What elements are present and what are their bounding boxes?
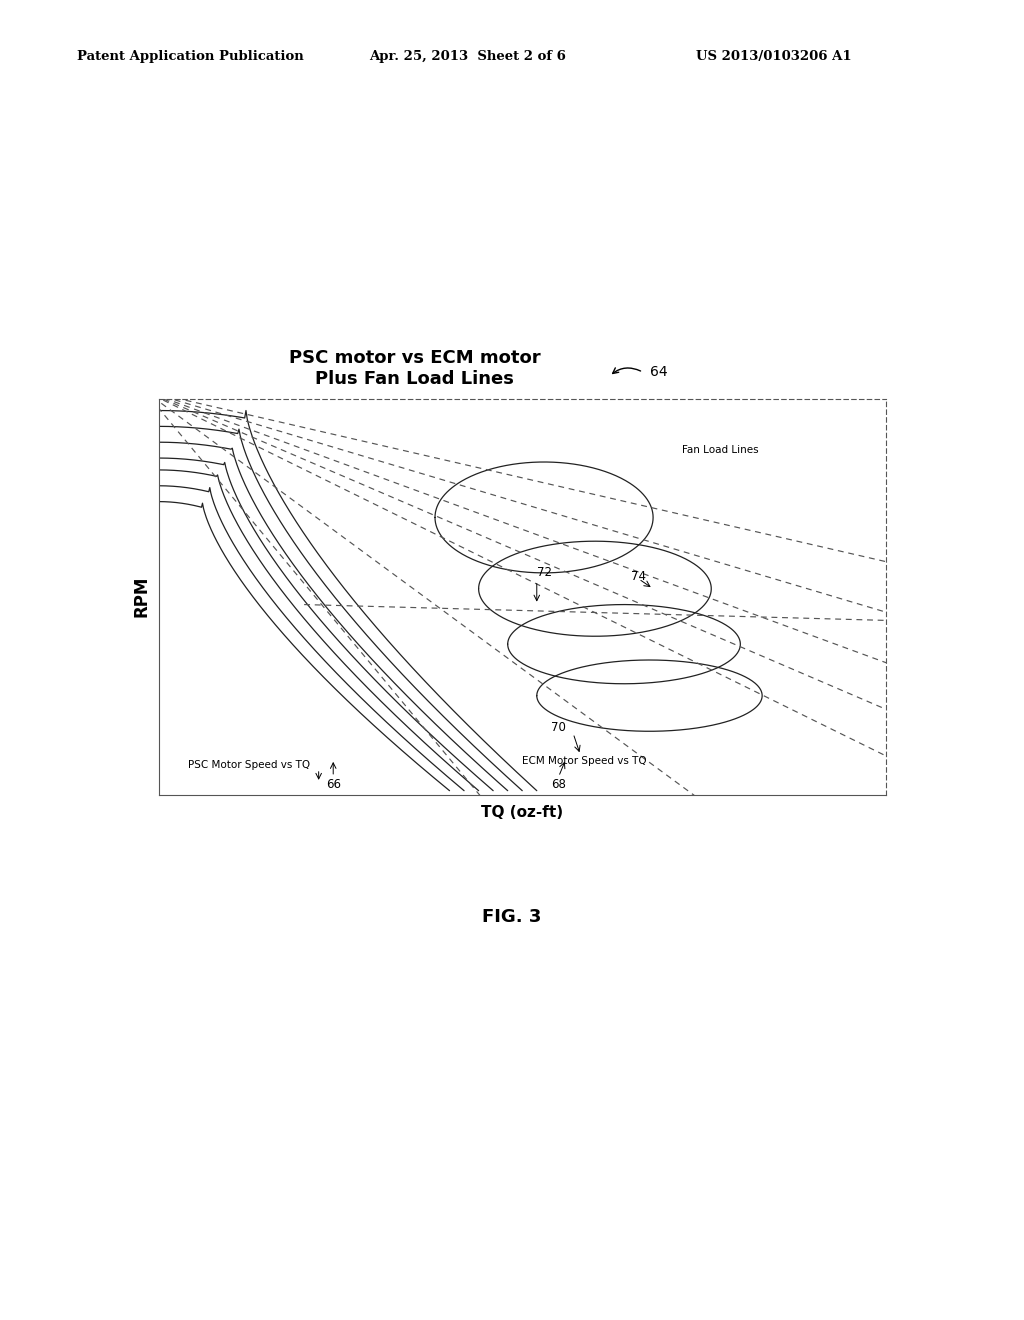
Text: Fan Load Lines: Fan Load Lines [682, 445, 759, 455]
Text: 74: 74 [631, 570, 646, 583]
Text: 66: 66 [326, 779, 341, 791]
Text: PSC motor vs ECM motor: PSC motor vs ECM motor [289, 348, 541, 367]
Text: US 2013/0103206 A1: US 2013/0103206 A1 [696, 50, 852, 63]
Text: TQ (oz-ft): TQ (oz-ft) [481, 805, 563, 820]
Text: 64: 64 [650, 366, 668, 379]
Text: 72: 72 [537, 566, 552, 579]
Text: FIG. 3: FIG. 3 [482, 908, 542, 927]
Text: ECM Motor Speed vs TQ: ECM Motor Speed vs TQ [522, 756, 647, 766]
Y-axis label: RPM: RPM [132, 576, 151, 618]
Text: Patent Application Publication: Patent Application Publication [77, 50, 303, 63]
Text: 70: 70 [551, 721, 566, 734]
Text: 68: 68 [551, 779, 566, 791]
Text: Apr. 25, 2013  Sheet 2 of 6: Apr. 25, 2013 Sheet 2 of 6 [369, 50, 565, 63]
Text: PSC Motor Speed vs TQ: PSC Motor Speed vs TQ [187, 760, 310, 770]
Text: Plus Fan Load Lines: Plus Fan Load Lines [315, 370, 514, 388]
